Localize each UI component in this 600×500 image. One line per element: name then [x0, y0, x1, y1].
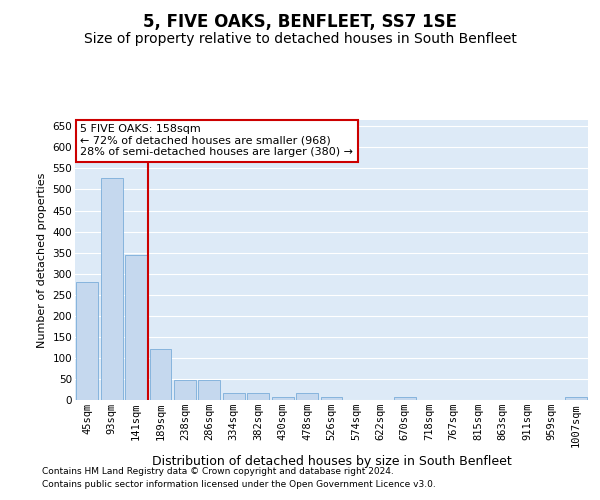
Text: 5, FIVE OAKS, BENFLEET, SS7 1SE: 5, FIVE OAKS, BENFLEET, SS7 1SE	[143, 12, 457, 30]
Y-axis label: Number of detached properties: Number of detached properties	[37, 172, 47, 348]
Bar	[565, 397, 587, 400]
Bar	[76, 282, 98, 400]
Text: 5 FIVE OAKS: 158sqm
← 72% of detached houses are smaller (968)
28% of semi-detac: 5 FIVE OAKS: 158sqm ← 72% of detached ho…	[80, 124, 353, 158]
Bar	[199, 380, 220, 400]
Text: Contains HM Land Registry data © Crown copyright and database right 2024.: Contains HM Land Registry data © Crown c…	[42, 467, 394, 476]
Bar	[296, 394, 318, 400]
Bar	[101, 178, 122, 400]
Text: Contains public sector information licensed under the Open Government Licence v3: Contains public sector information licen…	[42, 480, 436, 489]
Bar	[320, 397, 343, 400]
Bar	[272, 397, 293, 400]
Bar	[125, 255, 147, 400]
Bar	[223, 393, 245, 400]
Bar	[247, 394, 269, 400]
Bar	[149, 350, 172, 400]
Text: Size of property relative to detached houses in South Benfleet: Size of property relative to detached ho…	[83, 32, 517, 46]
X-axis label: Distribution of detached houses by size in South Benfleet: Distribution of detached houses by size …	[152, 455, 511, 468]
Bar	[394, 397, 416, 400]
Bar	[174, 380, 196, 400]
